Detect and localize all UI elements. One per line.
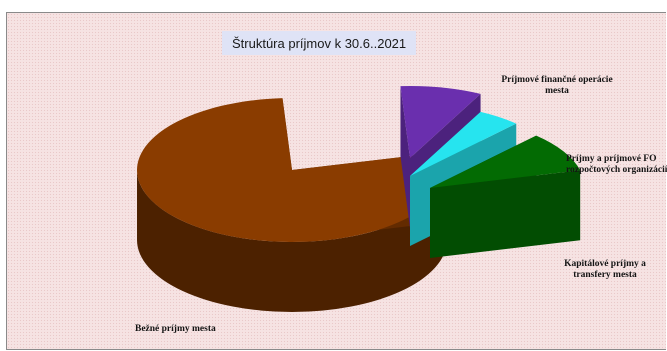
slice-label: Bežné príjmy mesta — [135, 324, 216, 334]
pie-slice — [430, 135, 581, 258]
slice-label: Príjmy a príjmové FO rozpočtových organiz… — [566, 154, 667, 175]
slice-label: Príjmové finančné operácie mesta — [501, 75, 612, 96]
chart-title: Štruktúra príjmov k 30.6..2021 — [222, 31, 417, 55]
slice-label: Kapitálové príjmy a transfery mesta — [564, 259, 646, 280]
